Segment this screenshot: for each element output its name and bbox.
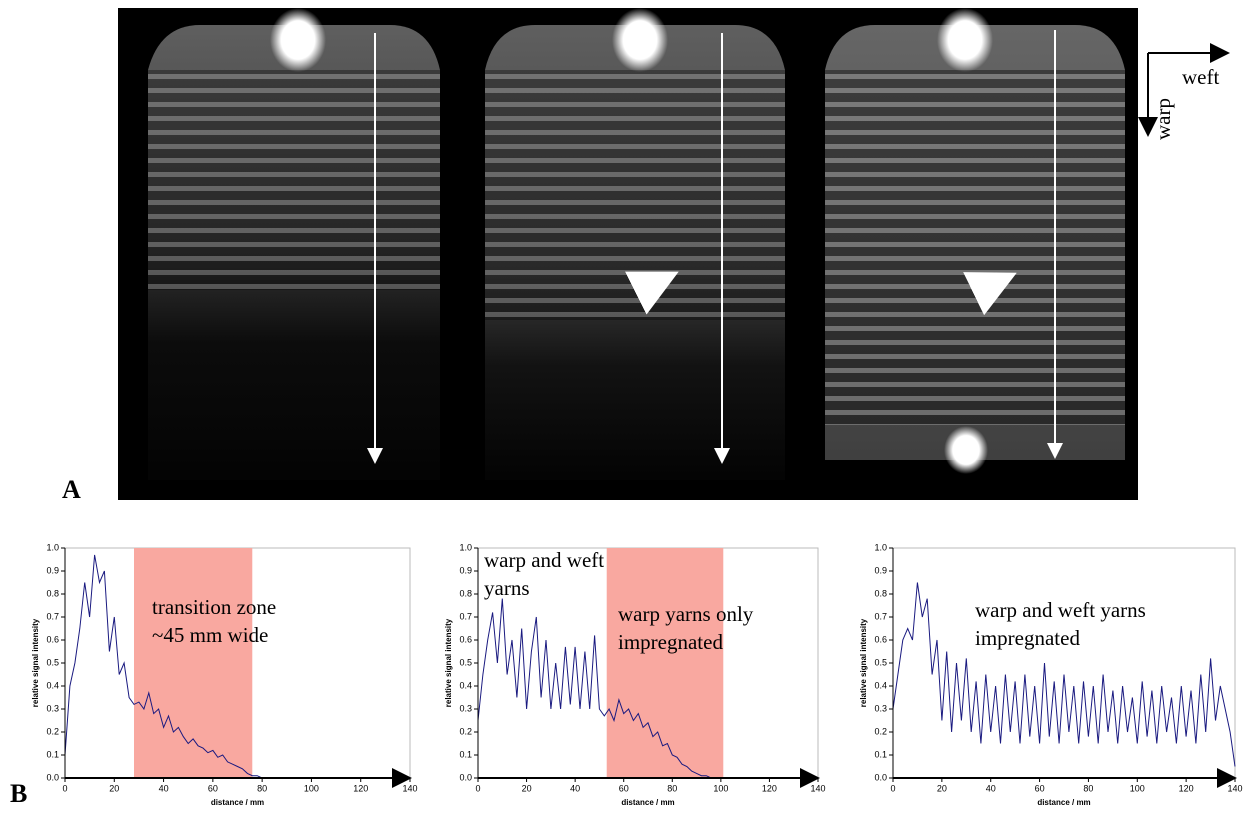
annotation: yarns	[484, 576, 530, 600]
annotation: warp yarns only	[618, 602, 754, 626]
x-axis-label: distance / mm	[211, 798, 264, 807]
x-tick-label: 0	[62, 783, 67, 793]
annotation: warp and weft yarns	[975, 598, 1146, 622]
y-tick-label: 0.5	[874, 657, 887, 667]
y-tick-label: 0.1	[459, 749, 472, 759]
y-tick-label: 0.7	[874, 611, 887, 621]
y-axis-label: relative signal intensity	[31, 618, 40, 707]
x-tick-label: 80	[1083, 783, 1093, 793]
x-tick-label: 20	[109, 783, 119, 793]
y-tick-label: 0.8	[459, 588, 472, 598]
y-tick-label: 1.0	[874, 542, 887, 552]
y-tick-label: 0.3	[459, 703, 472, 713]
y-tick-label: 1.0	[46, 542, 59, 552]
y-tick-label: 0.6	[459, 634, 472, 644]
y-tick-label: 0.1	[874, 749, 887, 759]
annotation: transition zone	[152, 595, 276, 619]
annotation: impregnated	[618, 630, 723, 654]
x-tick-label: 80	[667, 783, 677, 793]
y-tick-label: 0.3	[874, 703, 887, 713]
y-tick-label: 0.5	[459, 657, 472, 667]
highlight-band	[134, 548, 253, 778]
data-line	[892, 582, 1236, 767]
y-tick-label: 0.7	[46, 611, 59, 621]
x-tick-label: 60	[1035, 783, 1045, 793]
y-tick-label: 0.2	[459, 726, 472, 736]
y-tick-label: 0.8	[46, 588, 59, 598]
x-tick-label: 0	[475, 783, 480, 793]
chart: 0.0 0.1 0.2 0.3 0.4 0.5 0.6 0.7 0.8 0.9 1.0 0 20 40 60…	[31, 542, 418, 807]
y-tick-label: 0.0	[46, 772, 59, 782]
data-line	[477, 598, 721, 779]
orientation-key: weft warp	[1138, 43, 1230, 140]
y-tick-label: 0.0	[459, 772, 472, 782]
annotation: warp and weft	[484, 548, 604, 572]
y-tick-label: 0.8	[874, 588, 887, 598]
y-tick-label: 0.2	[874, 726, 887, 736]
x-tick-label: 100	[1130, 783, 1145, 793]
x-tick-label: 40	[986, 783, 996, 793]
x-tick-label: 80	[257, 783, 267, 793]
photo-panel	[118, 8, 1138, 500]
y-tick-label: 0.4	[459, 680, 472, 690]
x-tick-label: 60	[619, 783, 629, 793]
y-tick-label: 0.9	[46, 565, 59, 575]
y-tick-label: 1.0	[459, 542, 472, 552]
highlight-band	[606, 548, 724, 778]
y-tick-label: 0.9	[874, 565, 887, 575]
x-tick-label: 140	[402, 783, 417, 793]
y-axis-label: relative signal intensity	[859, 618, 868, 707]
x-tick-label: 40	[159, 783, 169, 793]
annotation: ~45 mm wide	[152, 623, 268, 647]
warp-label: warp	[1151, 98, 1175, 140]
x-tick-label: 20	[937, 783, 947, 793]
y-tick-label: 0.9	[459, 565, 472, 575]
x-tick-label: 140	[1227, 783, 1242, 793]
x-tick-label: 100	[713, 783, 728, 793]
annotation: impregnated	[975, 626, 1080, 650]
x-axis-label: distance / mm	[1037, 798, 1090, 807]
y-tick-label: 0.4	[874, 680, 887, 690]
y-tick-label: 0.2	[46, 726, 59, 736]
x-tick-label: 20	[522, 783, 532, 793]
x-tick-label: 120	[353, 783, 368, 793]
x-tick-label: 120	[762, 783, 777, 793]
chart: 0.0 0.1 0.2 0.3 0.4 0.5 0.6 0.7 0.8 0.9 1.0 0 20 40 60…	[859, 542, 1243, 807]
y-tick-label: 0.3	[46, 703, 59, 713]
x-tick-label: 60	[208, 783, 218, 793]
y-tick-label: 0.1	[46, 749, 59, 759]
y-tick-label: 0.6	[46, 634, 59, 644]
y-axis-label: relative signal intensity	[444, 618, 453, 707]
x-tick-label: 0	[890, 783, 895, 793]
panel-label: A	[62, 475, 81, 504]
panel-label: B	[10, 779, 27, 808]
x-axis-label: distance / mm	[621, 798, 674, 807]
chart: 0.0 0.1 0.2 0.3 0.4 0.5 0.6 0.7 0.8 0.9 1.0 0 20 40 60…	[444, 542, 826, 807]
y-tick-label: 0.6	[874, 634, 887, 644]
x-tick-label: 120	[1179, 783, 1194, 793]
y-tick-label: 0.4	[46, 680, 59, 690]
x-tick-label: 40	[570, 783, 580, 793]
y-tick-label: 0.5	[46, 657, 59, 667]
plot-area	[892, 547, 1236, 779]
y-tick-label: 0.0	[874, 772, 887, 782]
weft-label: weft	[1182, 65, 1219, 89]
x-tick-label: 100	[304, 783, 319, 793]
x-tick-label: 140	[810, 783, 825, 793]
y-tick-label: 0.7	[459, 611, 472, 621]
